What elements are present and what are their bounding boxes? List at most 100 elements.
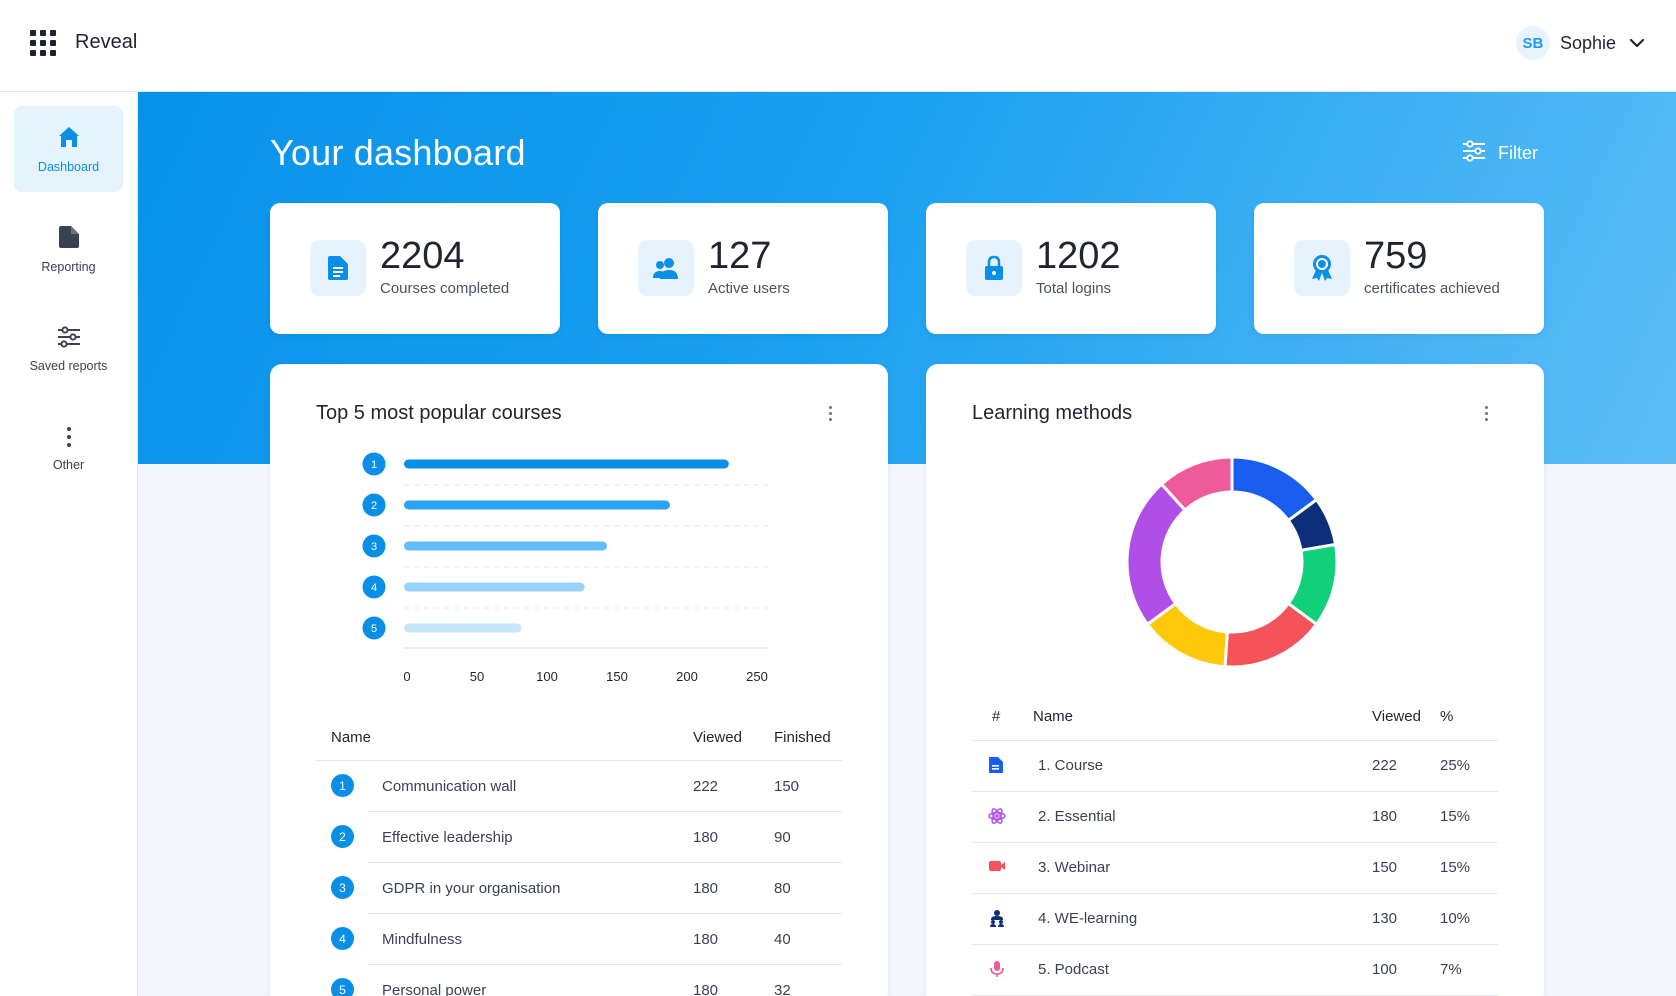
column-header-viewed: Viewed — [693, 729, 742, 746]
course-finished: 150 — [774, 778, 800, 795]
method-viewed: 130 — [1372, 910, 1398, 927]
panel-title: Learning methods — [972, 402, 1133, 424]
bar — [404, 459, 729, 469]
method-name: 3. Webinar — [1038, 859, 1111, 876]
divider — [972, 740, 1498, 741]
more-options-icon[interactable] — [1476, 402, 1496, 424]
bar-rank-badge — [362, 452, 386, 476]
column-header-name: Name — [1033, 708, 1074, 725]
method-name: 1. Course — [1038, 757, 1104, 774]
stat-label: Active users — [708, 280, 790, 297]
course-viewed: 180 — [693, 931, 719, 948]
bar-rank-label: 3 — [371, 541, 377, 553]
column-header-finished: Finished — [774, 729, 831, 746]
bar-rank-label: 1 — [371, 459, 377, 471]
rank-badge: 1 — [331, 774, 354, 797]
divider — [368, 862, 842, 863]
bar-rank-label: 5 — [371, 623, 377, 635]
course-finished: 80 — [774, 880, 791, 897]
divider — [972, 893, 1498, 894]
avatar: SB — [1515, 26, 1550, 60]
apps-grid-icon[interactable] — [30, 30, 56, 56]
x-tick-label: 0 — [403, 669, 410, 684]
stat-value: 2204 — [380, 235, 465, 277]
stat-card-courses-completed: 2204 Courses completed — [270, 203, 560, 334]
bar — [404, 582, 585, 592]
bar-rank-badge — [362, 534, 386, 558]
user-menu[interactable]: SB Sophie — [1515, 26, 1648, 60]
method-name: 2. Essential — [1038, 808, 1116, 825]
sidebar-item-reporting[interactable]: Reporting — [14, 206, 123, 292]
stat-card-certificates: 759 certificates achieved — [1254, 203, 1544, 334]
divider — [972, 944, 1498, 945]
column-header-number: # — [992, 708, 1001, 725]
stat-label: certificates achieved — [1364, 280, 1500, 297]
filter-button[interactable]: Filter — [1462, 140, 1538, 167]
divider — [368, 811, 842, 812]
atom-icon — [988, 807, 1006, 829]
page-title: Your dashboard — [270, 132, 526, 173]
sidebar-item-dashboard[interactable]: Dashboard — [14, 106, 123, 192]
rank-badge: 5 — [331, 978, 354, 996]
divider — [972, 842, 1498, 843]
bar — [404, 541, 607, 551]
stat-value: 1202 — [1036, 235, 1121, 277]
method-name: 5. Podcast — [1038, 961, 1109, 978]
divider — [316, 760, 842, 761]
rank-badge: 3 — [331, 876, 354, 899]
divider — [368, 964, 842, 965]
method-percent: 15% — [1440, 859, 1471, 876]
course-name: GDPR in your organisation — [382, 880, 561, 897]
column-header-name: Name — [331, 729, 372, 746]
rank-badge: 2 — [331, 825, 354, 848]
x-tick-label: 200 — [676, 669, 698, 684]
stat-card-total-logins: 1202 Total logins — [926, 203, 1216, 334]
course-viewed: 222 — [693, 778, 719, 795]
x-tick-label: 50 — [470, 669, 484, 684]
panel-title: Top 5 most popular courses — [316, 402, 562, 424]
users-icon — [638, 240, 694, 296]
method-viewed: 180 — [1372, 808, 1398, 825]
donut-slice — [1223, 601, 1319, 669]
method-percent: 15% — [1440, 808, 1471, 825]
bar-rank-badge — [362, 575, 386, 599]
course-viewed: 180 — [693, 829, 719, 846]
more-options-icon[interactable] — [820, 402, 840, 424]
x-tick-label: 250 — [746, 669, 768, 684]
course-finished: 90 — [774, 829, 791, 846]
rank-badge: 4 — [331, 927, 354, 950]
filter-label: Filter — [1498, 143, 1538, 163]
more-vertical-icon — [65, 426, 73, 448]
chevron-down-icon[interactable] — [1626, 32, 1648, 54]
sidebar-item-label: Other — [52, 458, 85, 472]
divider — [368, 913, 842, 914]
sidebar-item-label: Reporting — [41, 260, 96, 274]
method-percent: 25% — [1440, 757, 1471, 774]
method-viewed: 222 — [1372, 757, 1398, 774]
microphone-icon — [989, 960, 1005, 982]
stat-label: Total logins — [1036, 280, 1112, 297]
course-viewed: 180 — [693, 880, 719, 897]
course-name: Personal power — [382, 982, 487, 996]
bar-rank-label: 4 — [371, 582, 377, 594]
sliders-icon — [1462, 140, 1486, 167]
document-icon — [57, 224, 81, 250]
top-bar: Reveal SB Sophie — [0, 0, 1676, 92]
stat-value: 127 — [708, 235, 772, 277]
user-name: Sophie — [1559, 32, 1616, 53]
divider — [972, 791, 1498, 792]
bar-rank-badge — [362, 493, 386, 517]
x-tick-label: 100 — [536, 669, 558, 684]
sidebar-item-saved-reports[interactable]: Saved reports — [14, 306, 123, 392]
bar-rank-label: 2 — [371, 500, 377, 512]
sidebar-item-other[interactable]: Other — [14, 406, 123, 492]
course-finished: 32 — [774, 982, 791, 996]
course-name: Mindfulness — [382, 931, 463, 948]
award-icon — [1294, 240, 1350, 296]
people-icon — [988, 909, 1006, 931]
bar — [404, 500, 670, 510]
method-name: 4. WE-learning — [1038, 910, 1138, 927]
stat-value: 759 — [1364, 235, 1428, 277]
sliders-icon — [56, 325, 82, 349]
